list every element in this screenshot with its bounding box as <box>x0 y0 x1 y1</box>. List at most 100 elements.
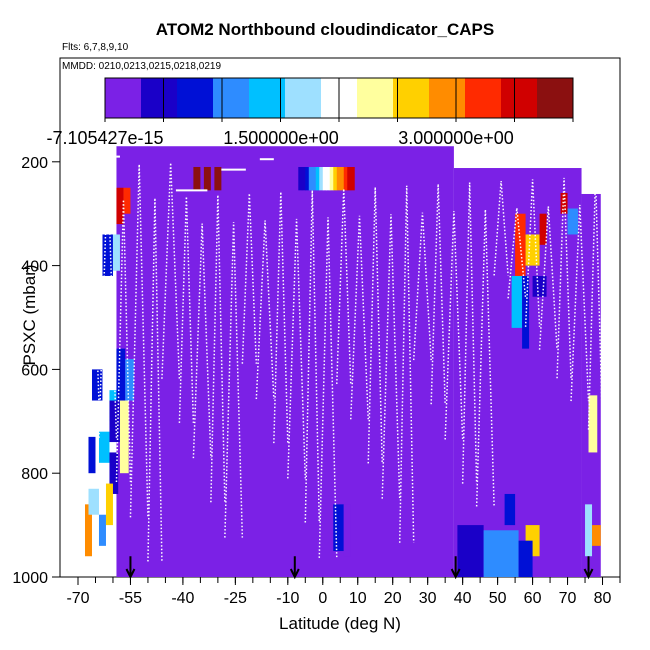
heatmap-cells <box>84 146 601 578</box>
colorbar-mid-label: 1.500000e+00 <box>223 128 339 148</box>
colorbar-segment <box>357 78 394 118</box>
heatmap-gradient-cell <box>298 166 303 191</box>
y-axis: 200 400 600 800 1000 <box>12 155 61 587</box>
x-tick-label: -10 <box>276 590 299 607</box>
heatmap-gradient-cell <box>308 166 313 191</box>
heatmap-gradient-cell <box>305 166 310 191</box>
heatmap-gradient-cell <box>350 166 355 191</box>
x-tick-label: -40 <box>171 590 194 607</box>
colorbar-segment <box>105 78 142 118</box>
x-tick-label: 40 <box>454 590 472 607</box>
heatmap-cell <box>88 488 99 515</box>
colorbar-max-label: 3.000000e+00 <box>398 128 514 148</box>
heatmap-cell <box>585 504 593 557</box>
heatmap-cell <box>532 275 547 297</box>
colorbar-segment <box>249 78 286 118</box>
heatmap-cell <box>518 540 533 577</box>
chart-title: ATOM2 Northbound cloudindicator_CAPS <box>155 20 495 39</box>
heatmap-cell <box>98 514 106 546</box>
heatmap-cell <box>102 234 113 276</box>
x-tick-label: 0 <box>318 590 327 607</box>
y-axis-label: PSXC (mbar) <box>20 264 39 366</box>
y-tick-label: 1000 <box>12 570 48 587</box>
flight-marker-arrow-head <box>289 568 300 580</box>
heatmap-gradient-cell <box>319 166 324 191</box>
heatmap-cell <box>592 525 601 546</box>
heatmap-gradient-cell <box>329 166 334 191</box>
heatmap-cell <box>333 504 344 552</box>
heatmap-background-block <box>581 193 601 577</box>
heatmap-cell <box>515 213 526 276</box>
x-tick-label: 10 <box>349 590 367 607</box>
heatmap-cell <box>112 234 120 271</box>
dates-label: MMDD: 0210,0213,0215,0218,0219 <box>62 61 222 72</box>
heatmap-cell <box>343 504 351 557</box>
heatmap-cell <box>98 431 110 463</box>
y-tick-label: 200 <box>21 155 48 172</box>
heatmap-gradient-cell <box>312 166 317 191</box>
colorbar-segment <box>213 78 250 118</box>
x-axis-label: Latitude (deg N) <box>279 614 401 633</box>
heatmap-cell <box>116 187 124 225</box>
heatmap-gradient-cell <box>336 166 341 191</box>
heatmap-gradient-cell <box>315 166 320 191</box>
heatmap-cell <box>116 348 126 401</box>
x-tick-label: -55 <box>119 590 142 607</box>
heatmap-cell <box>525 234 540 266</box>
y-tick-label: 400 <box>21 259 48 276</box>
colorbar-min-label: -7.105427e-15 <box>46 128 164 148</box>
heatmap-cell <box>119 400 129 474</box>
heatmap-cell <box>560 192 568 214</box>
colorbar-segment <box>393 78 430 118</box>
heatmap-cell <box>105 483 113 526</box>
colorbar-segment <box>141 78 178 118</box>
heatmap-cell <box>511 275 523 328</box>
x-axis: -70 -55 -40 -25 -10 0 10 20 30 40 50 60 70 80 <box>66 577 621 607</box>
heatmap-cell <box>193 166 201 191</box>
colorbar-segment <box>537 78 574 118</box>
heatmap-cell <box>567 208 579 235</box>
heatmap-gradient-cell <box>343 166 348 191</box>
flight-profiles <box>84 155 604 562</box>
heatmap-cell <box>504 493 516 526</box>
x-tick-label: -25 <box>224 590 247 607</box>
heatmap-gradient-cell <box>301 166 306 191</box>
heatmap-cell <box>102 369 110 401</box>
heatmap-gradient-cell <box>326 166 331 191</box>
heatmap-cell <box>203 166 211 191</box>
heatmap-cell <box>109 400 120 443</box>
x-tick-label: 70 <box>559 590 577 607</box>
heatmap-cell <box>457 525 484 577</box>
y-tick-label: 600 <box>21 362 48 379</box>
colorbar-segment <box>177 78 214 118</box>
colorbar <box>104 77 574 122</box>
x-tick-label: -70 <box>66 590 89 607</box>
heatmap-cell <box>588 395 598 453</box>
heatmap-cell <box>91 369 103 401</box>
heatmap-gradient-cell <box>333 166 338 191</box>
heatmap-cell <box>109 452 119 494</box>
colorbar-segment <box>465 78 502 118</box>
x-tick-label: 20 <box>384 590 402 607</box>
x-tick-label: 60 <box>524 590 542 607</box>
heatmap-cell <box>539 213 547 245</box>
y-tick-label: 800 <box>21 466 48 483</box>
heatmap-gradient-cell <box>322 166 327 191</box>
heatmap-cell <box>88 436 96 474</box>
heatmap-cell <box>483 530 519 577</box>
x-tick-label: 80 <box>594 590 612 607</box>
colorbar-segment <box>501 78 538 118</box>
colorbar-segment <box>285 78 322 118</box>
colorbar-segment <box>429 78 466 118</box>
heatmap-gradient-cell <box>340 166 345 191</box>
flights-label: Flts: 6,7,8,9,10 <box>62 42 129 53</box>
flight-marker-arrow-head <box>583 568 594 580</box>
heatmap-cell <box>123 187 131 214</box>
flight-profile-line <box>84 162 604 562</box>
x-tick-label: 50 <box>489 590 507 607</box>
flight-marker-arrow-head <box>450 568 461 580</box>
x-tick-label: 30 <box>419 590 437 607</box>
heatmap-cell <box>214 166 222 191</box>
heatmap-cell <box>84 504 92 557</box>
